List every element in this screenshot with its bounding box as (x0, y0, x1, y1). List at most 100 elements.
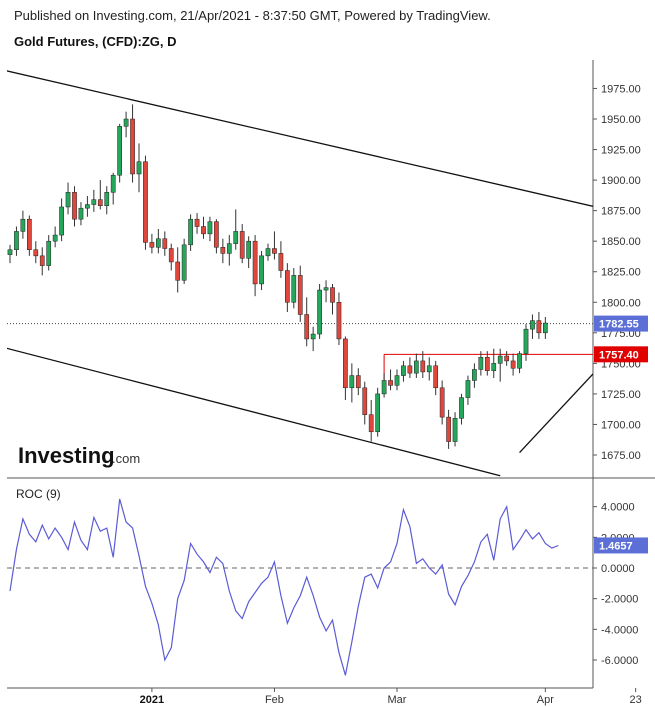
candle[interactable] (310, 333, 316, 340)
candle[interactable] (181, 244, 187, 281)
candle[interactable] (265, 248, 271, 257)
candle[interactable] (252, 240, 258, 285)
price-tick-label: 1900.00 (601, 175, 641, 187)
candle[interactable] (91, 199, 97, 205)
candle[interactable] (530, 320, 535, 330)
candle[interactable] (297, 275, 303, 315)
candle[interactable] (188, 218, 193, 246)
candle[interactable] (59, 206, 64, 236)
candle[interactable] (375, 393, 380, 433)
candle[interactable] (330, 287, 335, 303)
candle[interactable] (433, 365, 439, 389)
candle[interactable] (27, 218, 32, 250)
candle[interactable] (368, 414, 374, 433)
candle[interactable] (388, 380, 393, 386)
candle[interactable] (394, 375, 400, 386)
candle[interactable] (233, 231, 239, 244)
candle[interactable] (72, 192, 77, 220)
candle[interactable] (136, 161, 142, 175)
candle[interactable] (201, 226, 206, 235)
candle[interactable] (414, 360, 419, 374)
candle[interactable] (20, 218, 26, 232)
candle[interactable] (497, 355, 503, 364)
candle[interactable] (214, 221, 219, 248)
price-tick-label: 1925.00 (601, 145, 641, 157)
candle[interactable] (207, 221, 213, 235)
candle[interactable] (46, 240, 52, 266)
candle[interactable] (343, 338, 348, 389)
time-tick-label: Feb (265, 694, 284, 706)
candle[interactable] (381, 380, 387, 395)
candle[interactable] (168, 248, 174, 263)
candle[interactable] (304, 314, 310, 340)
candle[interactable] (239, 231, 245, 259)
candle[interactable] (52, 234, 58, 242)
candle[interactable] (407, 365, 413, 374)
candle[interactable] (278, 253, 284, 271)
resistance-label: 1757.40 (599, 349, 639, 361)
candle[interactable] (97, 199, 103, 206)
candle[interactable] (355, 375, 361, 389)
candle[interactable] (149, 242, 155, 248)
candle[interactable] (162, 238, 168, 249)
chart-header: Published on Investing.com, 21/Apr/2021 … (14, 8, 644, 49)
time-tick-label: 23 (630, 694, 642, 706)
candle[interactable] (7, 249, 13, 255)
candle[interactable] (349, 375, 355, 389)
candle[interactable] (484, 357, 490, 371)
candle[interactable] (285, 270, 290, 303)
candle[interactable] (39, 255, 45, 266)
candle[interactable] (117, 126, 123, 176)
candle[interactable] (272, 248, 277, 254)
candle[interactable] (291, 275, 297, 303)
candle[interactable] (517, 353, 522, 369)
candle[interactable] (317, 289, 322, 335)
candle[interactable] (510, 360, 516, 369)
candle[interactable] (362, 387, 368, 415)
candle[interactable] (123, 118, 129, 127)
candle[interactable] (465, 380, 471, 398)
candle[interactable] (426, 365, 432, 373)
candle[interactable] (130, 118, 135, 175)
roc-tick-label: 0.0000 (601, 563, 635, 575)
candle[interactable] (85, 204, 90, 209)
instrument-title: Gold Futures, (CFD):ZG, D (14, 34, 177, 49)
candle[interactable] (472, 369, 477, 381)
trendline-2 (7, 347, 501, 477)
candle[interactable] (446, 416, 451, 442)
candle[interactable] (156, 238, 161, 248)
candle[interactable] (104, 192, 110, 206)
candle[interactable] (439, 387, 445, 418)
candle[interactable] (226, 243, 232, 254)
candle[interactable] (14, 231, 19, 250)
candle[interactable] (194, 218, 200, 227)
candle[interactable] (110, 174, 116, 193)
candle[interactable] (220, 247, 226, 254)
candle[interactable] (33, 249, 39, 257)
time-tick-label: 2021 (140, 694, 164, 706)
candle[interactable] (336, 302, 342, 340)
candle[interactable] (78, 207, 84, 220)
candle[interactable] (143, 161, 148, 243)
candle[interactable] (491, 363, 497, 371)
candle[interactable] (246, 240, 252, 259)
candle[interactable] (259, 255, 264, 285)
candle[interactable] (478, 357, 484, 370)
last-price-label-bg (594, 315, 648, 332)
candle[interactable] (536, 320, 542, 334)
candle[interactable] (175, 261, 181, 281)
roc-tick-label: 4.0000 (601, 502, 635, 514)
candle[interactable] (401, 365, 406, 376)
candle[interactable] (452, 418, 458, 442)
roc-tick-label: -4.0000 (601, 624, 638, 636)
candle[interactable] (523, 328, 529, 354)
candle[interactable] (323, 287, 329, 291)
candle[interactable] (459, 397, 464, 419)
candle[interactable] (543, 322, 548, 334)
candle[interactable] (65, 192, 71, 208)
candle[interactable] (420, 360, 426, 373)
candle[interactable] (504, 355, 509, 362)
roc-title: ROC (9) (16, 487, 61, 501)
price-tick-label: 1950.00 (601, 114, 641, 126)
